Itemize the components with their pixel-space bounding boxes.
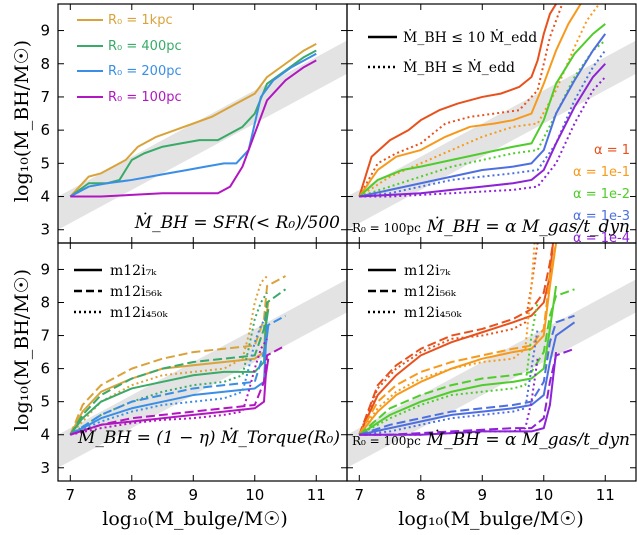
series-line [69, 325, 270, 436]
x-tick-label: 7 [66, 486, 76, 504]
series-line [358, 4, 557, 197]
series-line [358, 314, 575, 436]
legend-label: R₀ = 100pc [108, 90, 182, 105]
x-tick-label: 11 [307, 486, 326, 504]
y-tick-label: 3 [40, 459, 50, 477]
series-line [70, 338, 268, 436]
annotation-top-left: Ṁ_BH = SFR(< R₀)/500 [134, 212, 340, 233]
legend-label: m12i₇ₖ [404, 263, 451, 279]
series-line [69, 314, 286, 436]
series-line [358, 243, 554, 436]
legend-label: R₀ = 200pc [108, 64, 182, 79]
alpha-label: α = 1e-1 [573, 165, 630, 180]
corner-label-top-right: R₀ = 100pc [352, 221, 421, 235]
x-axis-label-left: log₁₀(M_bulge/M☉) [102, 508, 287, 530]
series-line [358, 243, 558, 436]
x-tick-label: 9 [189, 486, 199, 504]
series-line [358, 4, 564, 198]
legend-label: Ṁ_BH ≤ Ṁ_edd [403, 58, 515, 76]
corner-label-bottom-right: R₀ = 100pc [352, 434, 421, 448]
series-line [358, 243, 536, 436]
panel-annotations: R₀ = 1kpc R₀ = 400pc R₀ = 200pc R₀ = 100… [11, 13, 630, 530]
legend-top-left: R₀ = 1kpc R₀ = 400pc R₀ = 200pc R₀ = 100… [77, 13, 182, 105]
series-line [359, 63, 606, 198]
legend-label: m12i₄₅₀ₖ [110, 305, 168, 321]
series-line [69, 288, 287, 436]
x-tick-label: 9 [478, 486, 488, 504]
legend-label: m12i₄₅₀ₖ [404, 305, 462, 321]
y-tick-label: 5 [40, 154, 50, 172]
legend-top-right: Ṁ_BH ≤ 10 Ṁ_edd Ṁ_BH ≤ Ṁ_edd [368, 28, 537, 76]
legend-label: R₀ = 400pc [108, 39, 182, 54]
relation-band [58, 40, 347, 230]
legend-label: m12i₅₆ₖ [404, 284, 457, 300]
y-tick-label: 7 [40, 88, 50, 106]
series-line [358, 23, 606, 198]
y-tick-label: 8 [40, 55, 50, 73]
series-line [358, 285, 558, 436]
y-tick-label: 6 [40, 360, 50, 378]
alpha-label: α = 1e-3 [573, 209, 630, 224]
series-line [69, 358, 270, 436]
x-tick-label: 8 [416, 486, 426, 504]
series-line [70, 59, 317, 198]
y-tick-label: 4 [40, 188, 50, 206]
series-line [358, 243, 539, 436]
y-tick-label: 7 [40, 327, 50, 345]
series-line [359, 321, 576, 436]
alpha-label: α = 1e-4 [573, 231, 630, 246]
y-axis-label-bottom: log₁₀(M_BH/M☉) [11, 269, 33, 431]
y-tick-label: 6 [40, 121, 50, 139]
relation-band [347, 279, 636, 468]
series-line [69, 42, 317, 198]
series-line [69, 52, 317, 198]
legend-label: Ṁ_BH ≤ 10 Ṁ_edd [403, 28, 537, 46]
series-line [359, 328, 539, 436]
annotation-top-right: Ṁ_BH = α M_gas/t_dyn [426, 216, 630, 237]
series-line [69, 315, 268, 436]
series-line [359, 358, 539, 436]
y-tick-label: 3 [40, 221, 50, 239]
legend-bottom-right: m12i₇ₖ m12i₅₆ₖ m12i₄₅₀ₖ [368, 263, 462, 321]
x-axis-label-right: log₁₀(M_bulge/M☉) [398, 508, 583, 530]
legend-bottom-left: m12i₇ₖ m12i₅₆ₖ m12i₄₅₀ₖ [74, 263, 168, 321]
alpha-labels: α = 1 α = 1e-1 α = 1e-2 α = 1e-3 α = 1e-… [573, 143, 630, 246]
alpha-label: α = 1 [594, 143, 630, 158]
series-line [69, 275, 286, 436]
x-tick-label: 10 [534, 486, 553, 504]
relation-band [347, 40, 636, 230]
tick-labels: 3 4 5 6 7 8 9 7 8 9 10 11 3 4 5 6 7 8 9 7 8 9 10 11 [40, 22, 614, 504]
legend-label: m12i₇ₖ [110, 263, 157, 279]
x-tick-label: 10 [245, 486, 264, 504]
panel-frame [346, 242, 637, 482]
legend-label: R₀ = 1kpc [108, 13, 173, 28]
series-line [69, 344, 286, 436]
legend-label: m12i₅₆ₖ [110, 284, 163, 300]
series-lines [69, 4, 607, 436]
x-tick-label: 7 [355, 486, 365, 504]
y-tick-label: 9 [40, 22, 50, 40]
y-tick-label: 5 [40, 393, 50, 411]
series-line [359, 49, 607, 198]
y-tick-label: 8 [40, 294, 50, 312]
series-line [359, 33, 607, 198]
y-tick-label: 4 [40, 426, 50, 444]
x-tick-label: 11 [596, 486, 615, 504]
series-line [359, 347, 575, 436]
annotation-bottom-left: Ṁ_BH = (1 − η) Ṁ_Torque(R₀) [77, 427, 340, 448]
annotation-bottom-right: Ṁ_BH = α M_gas/t_dyn [426, 429, 630, 450]
y-tick-label: 9 [40, 260, 50, 278]
alpha-label: α = 1e-2 [573, 187, 630, 202]
series-line [358, 4, 582, 198]
panel-frames [57, 3, 637, 482]
x-tick-label: 8 [127, 486, 137, 504]
y-axis-label-top: log₁₀(M_BH/M☉) [11, 40, 33, 202]
series-line [359, 76, 606, 198]
series-line [358, 243, 554, 436]
series-line [358, 288, 575, 436]
series-line [358, 302, 539, 436]
